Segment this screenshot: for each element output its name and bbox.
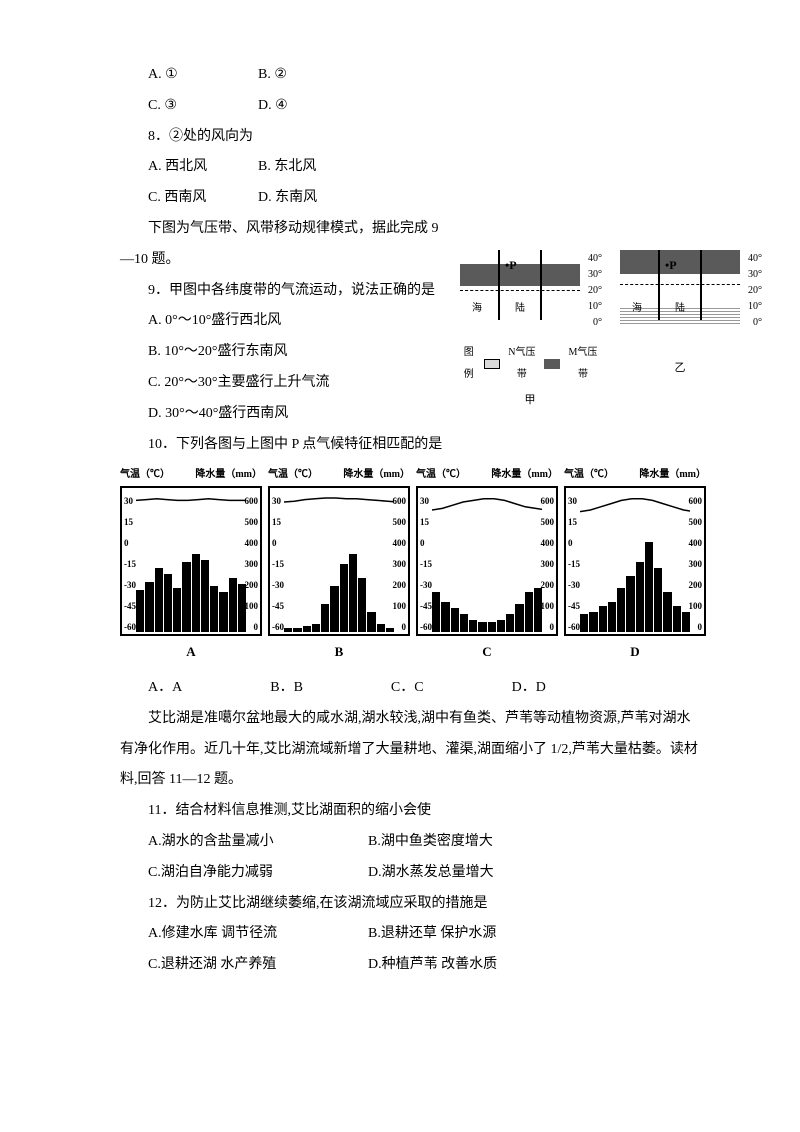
axis-precip-label: 降水量（mm）	[195, 464, 262, 486]
belt-sea-yi: 海	[632, 298, 642, 320]
belt-map-jia: •P 海 陆 40° 30° 20° 10° 0°	[460, 250, 580, 340]
q11-opt-b: B.湖中鱼类密度增大	[340, 827, 493, 858]
q12-row2: C.退耕还湖 水产养殖 D.种植芦苇 改善水质	[120, 950, 700, 981]
q8-options-row1: A. 西北风 B. 东北风	[120, 152, 700, 183]
q7-options-row1: A. ① B. ②	[120, 60, 700, 91]
axis-precip-label-d: 降水量（mm）	[639, 464, 706, 486]
q12-stem: 12．为防止艾比湖继续萎缩,在该湖流域应采取的措施是	[120, 889, 700, 920]
legend-swatch-m	[544, 359, 560, 369]
tick-0b: 0°	[753, 312, 762, 334]
climate-charts: 气温（℃）降水量（mm） 30150-15-30-45-606005004003…	[120, 464, 700, 667]
q7-options-row2: C. ③ D. ④	[120, 91, 700, 122]
q12-row1: A.修建水库 调节径流 B.退耕还草 保护水源	[120, 919, 700, 950]
q10-opt-d: D．D	[484, 673, 546, 704]
belt-p-label-yi: •P	[665, 252, 677, 278]
axis-precip-label-c: 降水量（mm）	[491, 464, 558, 486]
belt-passage: 下图为气压带、风带移动规律模式，据此完成 9—10 题。	[120, 214, 440, 276]
caption-yi: 乙	[620, 356, 740, 380]
q11-stem: 11．结合材料信息推测,艾比湖面积的缩小会使	[120, 796, 700, 827]
axis-temp-label-b: 气温（℃）	[268, 464, 318, 486]
q12-opt-a: A.修建水库 调节径流	[120, 919, 340, 950]
q7-opt-a: A. ①	[120, 60, 230, 91]
climate-letter-A: A	[120, 638, 262, 667]
q12-opt-d: D.种植芦苇 改善水质	[340, 950, 497, 981]
belt-land-jia: 陆	[515, 298, 525, 320]
belt-land-yi: 陆	[675, 298, 685, 320]
climate-chart-D: 气温（℃）降水量（mm） 30150-15-30-45-606005004003…	[564, 464, 706, 667]
q11-opt-d: D.湖水蒸发总量增大	[340, 858, 494, 889]
climate-chart-B: 气温（℃）降水量（mm） 30150-15-30-45-606005004003…	[268, 464, 410, 667]
q11-opt-c: C.湖泊自净能力减弱	[120, 858, 340, 889]
legend-n: N气压带	[506, 342, 539, 386]
legend-label: 图例	[460, 342, 478, 386]
axis-precip-label-b: 降水量（mm）	[343, 464, 410, 486]
q7-opt-d: D. ④	[230, 91, 288, 122]
caption-jia: 甲	[460, 388, 600, 412]
climate-chart-C: 气温（℃）降水量（mm） 30150-15-30-45-606005004003…	[416, 464, 558, 667]
climate-chart-A: 气温（℃）降水量（mm） 30150-15-30-45-606005004003…	[120, 464, 262, 667]
axis-temp-label: 气温（℃）	[120, 464, 170, 486]
axis-temp-label-d: 气温（℃）	[564, 464, 614, 486]
belt-sea-jia: 海	[472, 298, 482, 320]
q10-opt-b: B．B	[242, 673, 303, 704]
belt-map-yi: •P 海 陆 40° 30° 20° 10° 0°	[620, 250, 740, 340]
belt-passage-text: 下图为气压带、风带移动规律模式，据此完成 9—10 题。	[120, 221, 439, 267]
axis-temp-label-c: 气温（℃）	[416, 464, 466, 486]
q8-options-row2: C. 西南风 D. 东南风	[120, 183, 700, 214]
climate-letter-D: D	[564, 638, 706, 667]
q7-opt-b: B. ②	[230, 60, 287, 91]
q8-opt-d: D. 东南风	[230, 183, 317, 214]
q10-opt-c: C．C	[363, 673, 424, 704]
pressure-belt-diagram: •P 海 陆 40° 30° 20° 10° 0° 图例 N气压带 M气压带 甲	[460, 250, 740, 370]
q11-row1: A.湖水的含盐量减小 B.湖中鱼类密度增大	[120, 827, 700, 858]
climate-letter-B: B	[268, 638, 410, 667]
q7-opt-c: C. ③	[120, 91, 230, 122]
q11-row2: C.湖泊自净能力减弱 D.湖水蒸发总量增大	[120, 858, 700, 889]
q12-opt-c: C.退耕还湖 水产养殖	[120, 950, 340, 981]
climate-letter-C: C	[416, 638, 558, 667]
belt-legend: 图例 N气压带 M气压带	[460, 342, 600, 386]
lake-passage: 艾比湖是准噶尔盆地最大的咸水湖,湖水较浅,湖中有鱼类、芦苇等动植物资源,芦苇对湖…	[120, 704, 700, 796]
q11-opt-a: A.湖水的含盐量减小	[120, 827, 340, 858]
q8-opt-a: A. 西北风	[120, 152, 230, 183]
q10-opt-a: A．A	[120, 673, 182, 704]
q8-opt-b: B. 东北风	[230, 152, 316, 183]
q10-options: A．A B．B C．C D．D	[120, 673, 700, 704]
legend-m: M气压带	[566, 342, 600, 386]
q10-stem: 10．下列各图与上图中 P 点气候特征相匹配的是	[120, 430, 700, 461]
tick-0: 0°	[593, 312, 602, 334]
belt-p-label-jia: •P	[505, 252, 517, 278]
q8-opt-c: C. 西南风	[120, 183, 230, 214]
q12-opt-b: B.退耕还草 保护水源	[340, 919, 496, 950]
legend-swatch-n	[484, 359, 500, 369]
q8-stem: 8．②处的风向为	[120, 122, 700, 153]
